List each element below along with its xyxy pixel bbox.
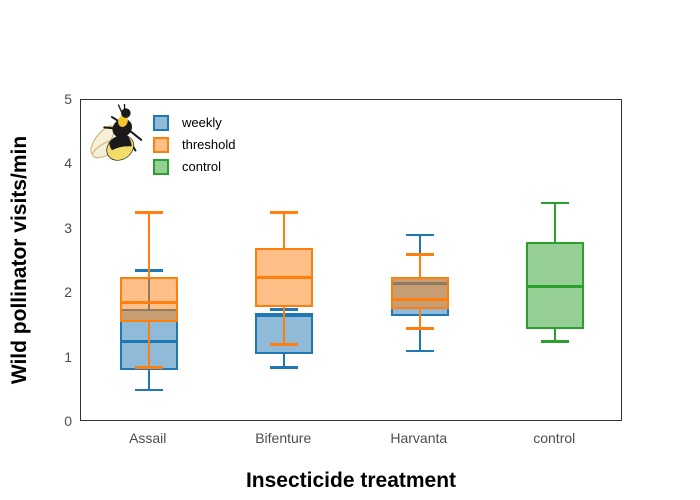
- legend-swatch-control: [153, 158, 169, 175]
- whisker-cap-bottom-threshold-assail: [134, 366, 163, 369]
- whisker-cap-top-weekly-harvanta: [405, 233, 434, 237]
- x-axis-label: Insecticide treatment: [245, 469, 457, 492]
- y-tick-label: 0: [64, 413, 72, 429]
- box-control-control: [526, 241, 585, 329]
- whisker-lower-weekly-assail: [147, 370, 150, 390]
- y-axis-label: Wild pollinator visits/min: [8, 135, 31, 385]
- plot-area: weekly threshold control: [80, 99, 622, 421]
- median-threshold-assail: [119, 301, 178, 305]
- legend-item-threshold: threshold: [153, 136, 236, 153]
- whisker-lower-control-control: [554, 328, 557, 342]
- y-tick-label: 1: [64, 348, 72, 365]
- x-tick-label-harvanta: Harvanta: [390, 430, 448, 446]
- whisker-cap-bottom-threshold-harvanta: [405, 327, 434, 330]
- whisker-upper-control-control: [554, 203, 557, 242]
- whisker-cap-bottom-weekly-assail: [134, 388, 163, 392]
- whisker-lower-threshold-harvanta: [418, 309, 421, 329]
- whisker-cap-bottom-threshold-bifenture: [270, 343, 299, 346]
- y-tick-label: 5: [64, 91, 72, 107]
- legend-label-control: control: [182, 159, 222, 174]
- median-threshold-harvanta: [390, 298, 449, 302]
- whisker-cap-top-threshold-assail: [134, 211, 163, 214]
- whisker-upper-threshold-bifenture: [283, 212, 286, 249]
- y-tick-label: 3: [64, 219, 72, 236]
- x-tick-label-bifenture: Bifenture: [255, 430, 312, 446]
- whisker-lower-weekly-harvanta: [418, 315, 421, 352]
- whisker-upper-threshold-assail: [147, 212, 150, 278]
- legend-label-threshold: threshold: [182, 137, 236, 152]
- whisker-cap-top-threshold-bifenture: [270, 211, 299, 214]
- x-tick-label-control: control: [533, 430, 576, 446]
- whisker-cap-bottom-weekly-bifenture: [270, 366, 299, 369]
- box-threshold-assail: [119, 277, 178, 323]
- legend-swatch-weekly: [153, 114, 169, 131]
- y-tick-label: 4: [64, 155, 72, 172]
- box-threshold-harvanta: [390, 277, 449, 310]
- legend-item-control: control: [153, 158, 235, 175]
- legend-item-weekly: weekly: [153, 114, 235, 131]
- whisker-upper-threshold-harvanta: [418, 254, 421, 278]
- whisker-cap-bottom-weekly-harvanta: [405, 349, 434, 353]
- legend-swatch-threshold: [153, 136, 169, 153]
- y-tick-label: 2: [64, 284, 72, 301]
- bee-image: [90, 104, 143, 161]
- median-threshold-bifenture: [255, 275, 314, 279]
- legend: weekly threshold control: [153, 114, 236, 175]
- median-control-control: [526, 285, 585, 289]
- legend-label-weekly: weekly: [182, 115, 222, 130]
- whisker-lower-threshold-assail: [147, 322, 150, 368]
- whisker-cap-top-control-control: [541, 201, 570, 205]
- x-tick-label-assail: Assail: [129, 430, 167, 446]
- whisker-lower-threshold-bifenture: [283, 307, 286, 345]
- whisker-cap-top-threshold-harvanta: [405, 253, 434, 256]
- whisker-lower-weekly-bifenture: [283, 354, 286, 368]
- whisker-cap-bottom-control-control: [541, 340, 570, 343]
